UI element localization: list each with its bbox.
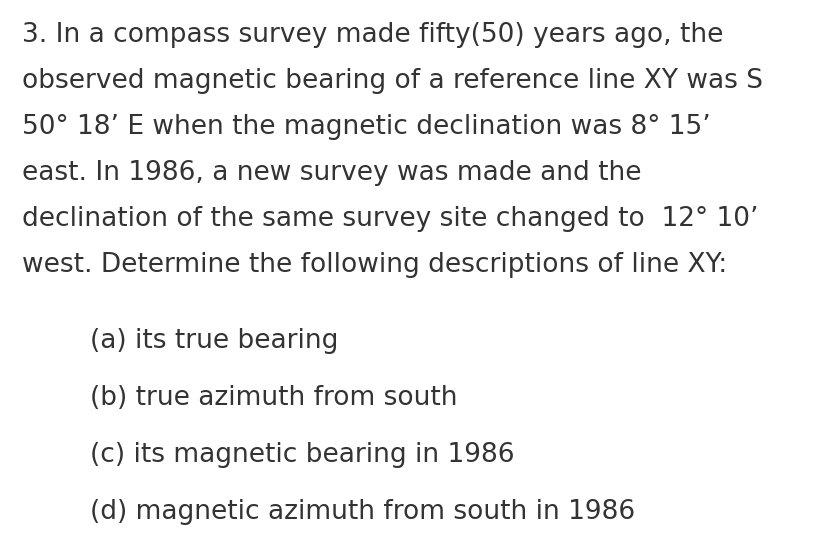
Text: (b) true azimuth from south: (b) true azimuth from south [90,385,457,411]
Text: east. In 1986, a new survey was made and the: east. In 1986, a new survey was made and… [22,160,641,186]
Text: west. Determine the following descriptions of line XY:: west. Determine the following descriptio… [22,252,726,278]
Text: declination of the same survey site changed to  12° 10’: declination of the same survey site chan… [22,206,758,232]
Text: observed magnetic bearing of a reference line XY was S: observed magnetic bearing of a reference… [22,68,762,94]
Text: 3. In a compass survey made fifty(50) years ago, the: 3. In a compass survey made fifty(50) ye… [22,22,723,48]
Text: (a) its true bearing: (a) its true bearing [90,328,338,354]
Text: (d) magnetic azimuth from south in 1986: (d) magnetic azimuth from south in 1986 [90,499,634,525]
Text: (c) its magnetic bearing in 1986: (c) its magnetic bearing in 1986 [90,442,514,468]
Text: 50° 18’ E when the magnetic declination was 8° 15’: 50° 18’ E when the magnetic declination … [22,114,710,140]
